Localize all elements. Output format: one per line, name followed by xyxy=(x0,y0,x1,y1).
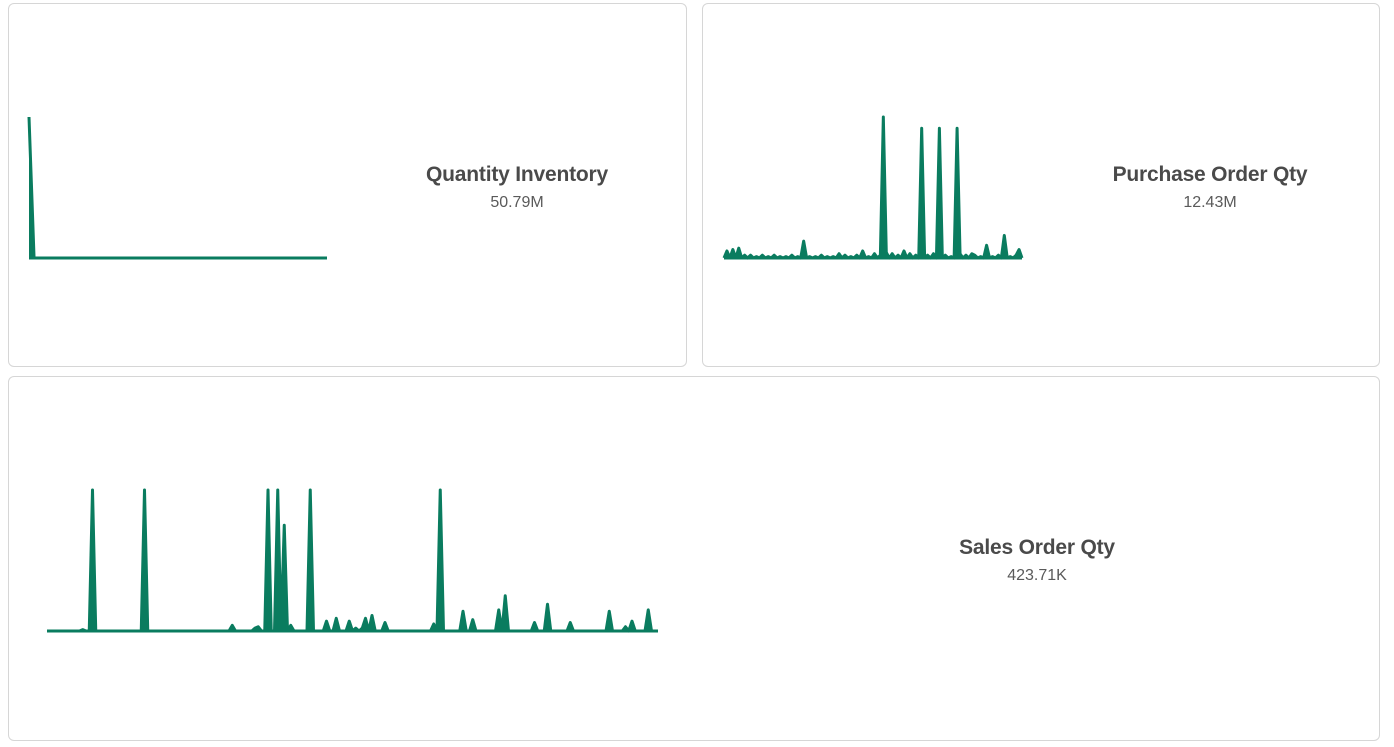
sales-order-qty-kpi: Sales Order Qty 423.71K xyxy=(857,534,1217,588)
sales-order-qty-card[interactable]: Sales Order Qty 423.71K xyxy=(8,376,1380,741)
quantity-inventory-kpi: Quantity Inventory 50.79M xyxy=(337,161,697,215)
sales-order-qty-sparkline xyxy=(47,488,658,633)
sparkline-area xyxy=(47,490,658,631)
quantity-inventory-value: 50.79M xyxy=(490,194,544,211)
purchase-order-qty-value: 12.43M xyxy=(1183,194,1237,211)
sparkline-line xyxy=(724,117,1022,258)
purchase-order-qty-title: Purchase Order Qty xyxy=(1112,163,1308,186)
sparkline-area xyxy=(29,117,327,258)
sparkline-line xyxy=(29,117,327,258)
quantity-inventory-card[interactable]: Quantity Inventory 50.79M xyxy=(8,3,687,367)
quantity-inventory-title: Quantity Inventory xyxy=(426,163,608,186)
sparkline-area xyxy=(724,117,1022,258)
sparkline-line xyxy=(47,490,658,631)
sales-order-qty-title: Sales Order Qty xyxy=(959,536,1115,559)
purchase-order-qty-kpi: Purchase Order Qty 12.43M xyxy=(1030,161,1390,215)
quantity-inventory-sparkline xyxy=(27,115,327,260)
purchase-order-qty-card[interactable]: Purchase Order Qty 12.43M xyxy=(702,3,1380,367)
sales-order-qty-value: 423.71K xyxy=(1007,567,1067,584)
purchase-order-qty-sparkline xyxy=(722,115,1024,260)
